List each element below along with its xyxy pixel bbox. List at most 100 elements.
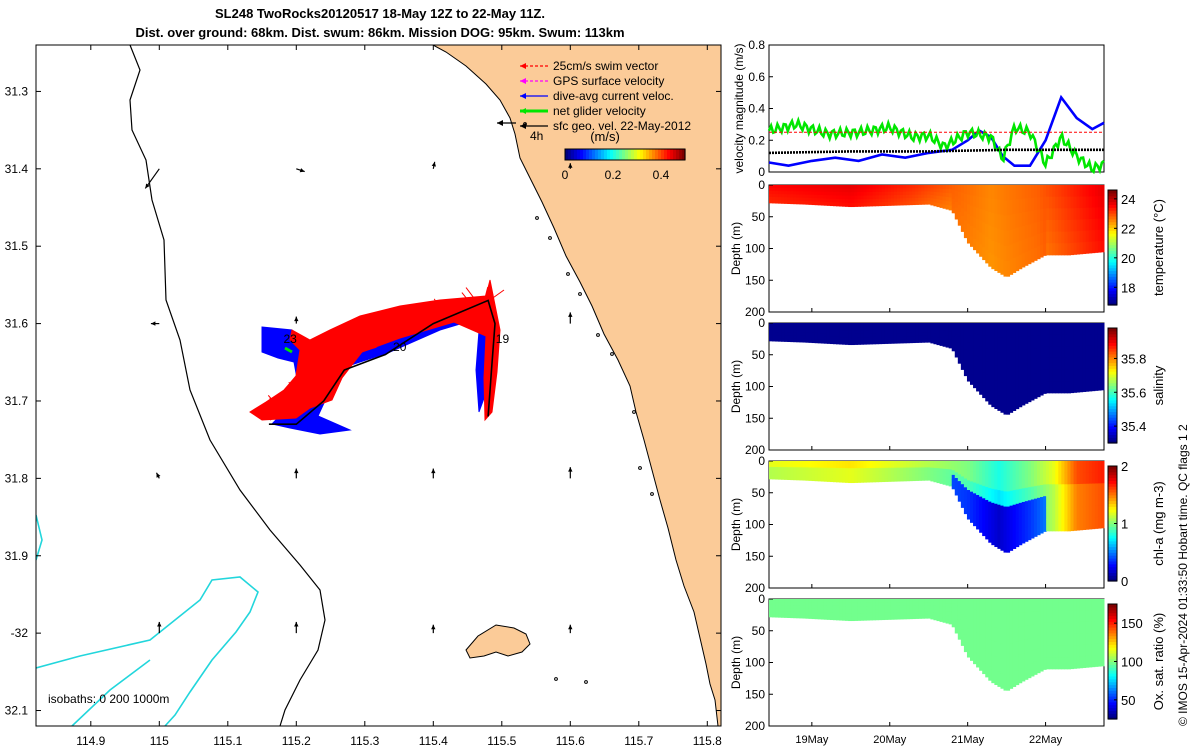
section-cell (921, 326, 925, 330)
section-cell (930, 198, 934, 203)
section-cell (1076, 656, 1081, 669)
section-cell (887, 185, 892, 189)
section-cell (930, 336, 934, 341)
section-cell (1088, 483, 1093, 496)
section-cell (775, 473, 779, 477)
swim-vector (453, 304, 456, 311)
section-cell (811, 332, 816, 337)
section-cell (808, 461, 813, 465)
section-cell (775, 464, 779, 468)
map-ytick-label: 31.4 (5, 162, 29, 176)
section-cell (878, 612, 883, 617)
section-cell (1009, 352, 1014, 369)
section-cell (912, 605, 916, 610)
section-cell (817, 188, 822, 193)
section-cell (1100, 378, 1105, 391)
section-cell (1015, 213, 1020, 229)
section-cell (1040, 611, 1044, 624)
section-cell (988, 626, 992, 641)
section-cell (963, 496, 968, 506)
colorbar-cell (1108, 333, 1117, 338)
section-cell (832, 467, 837, 472)
section-cell (799, 611, 803, 616)
section-cell (924, 473, 928, 478)
section-cell (829, 478, 834, 483)
section-cell (1067, 461, 1071, 474)
section-cell (973, 366, 977, 378)
section-cell (912, 326, 916, 331)
section-cell (1067, 610, 1071, 623)
section-cell (1000, 475, 1004, 492)
section-cell (960, 629, 965, 639)
section-cell (1040, 359, 1044, 372)
section-cell (1009, 613, 1014, 630)
section-cell (1061, 381, 1065, 394)
section-cell (820, 599, 825, 603)
section-cell (1037, 359, 1041, 373)
section-cell (1009, 475, 1014, 492)
section-cell (1018, 530, 1023, 546)
section-cell (903, 188, 907, 193)
section-cell (918, 470, 922, 475)
section-cell (899, 326, 904, 331)
section-cell (1009, 461, 1014, 477)
section-cell (811, 198, 816, 202)
section-cell (872, 198, 877, 203)
reef-islet (596, 333, 600, 337)
section-cell (994, 599, 998, 614)
section-cell (970, 461, 974, 472)
section-cell (1085, 655, 1090, 668)
section-cell (1046, 346, 1050, 359)
section-cell (805, 194, 810, 199)
section-cell (1073, 610, 1078, 623)
section-cell (1015, 503, 1020, 519)
section-cell (976, 506, 980, 519)
section-cell (985, 236, 989, 251)
colorbar-cell (598, 149, 602, 160)
section-cell (823, 612, 828, 617)
section-cell (933, 612, 937, 617)
section-cell (970, 599, 974, 610)
colorbar-cell (1108, 425, 1117, 430)
reef-islet (650, 492, 654, 496)
section-cell (982, 372, 986, 386)
section-cell (866, 323, 870, 328)
colorbar-cell (649, 149, 653, 160)
colorbar-cell (1108, 612, 1117, 617)
section-cell (775, 323, 779, 327)
colorbar-cell (1108, 537, 1117, 542)
colorbar-cell (1108, 440, 1117, 444)
section-cell (924, 602, 928, 606)
section-cell (1085, 599, 1090, 611)
section-cell (1052, 369, 1056, 382)
section-cell (1097, 494, 1102, 507)
section-cell (854, 464, 858, 469)
section-cell (832, 471, 837, 476)
colorbar-cell (1108, 256, 1117, 260)
section-cell (899, 612, 904, 617)
section-cell (866, 340, 870, 345)
section-cell (872, 461, 877, 465)
section-cell (790, 197, 794, 202)
section-cell (836, 461, 840, 465)
section-cell (982, 385, 986, 399)
section-cell (1091, 461, 1096, 473)
section-cell (811, 615, 816, 620)
section-cell (1094, 323, 1099, 335)
section-cell (939, 613, 944, 619)
section-cell (1046, 610, 1050, 623)
section-cell (1073, 645, 1078, 658)
section-cell (778, 338, 782, 342)
section-cell (857, 471, 861, 476)
section-cell (1052, 185, 1056, 198)
section-cell (811, 188, 816, 193)
section-cell (881, 333, 886, 338)
section-cell (896, 602, 901, 607)
colorbar-cell (1108, 215, 1117, 220)
section-cell (924, 194, 928, 199)
section-cell (875, 616, 880, 621)
section-cell (878, 333, 883, 338)
legend-arrowhead (520, 93, 526, 99)
section-cell (942, 602, 947, 608)
section-cell (963, 340, 968, 350)
